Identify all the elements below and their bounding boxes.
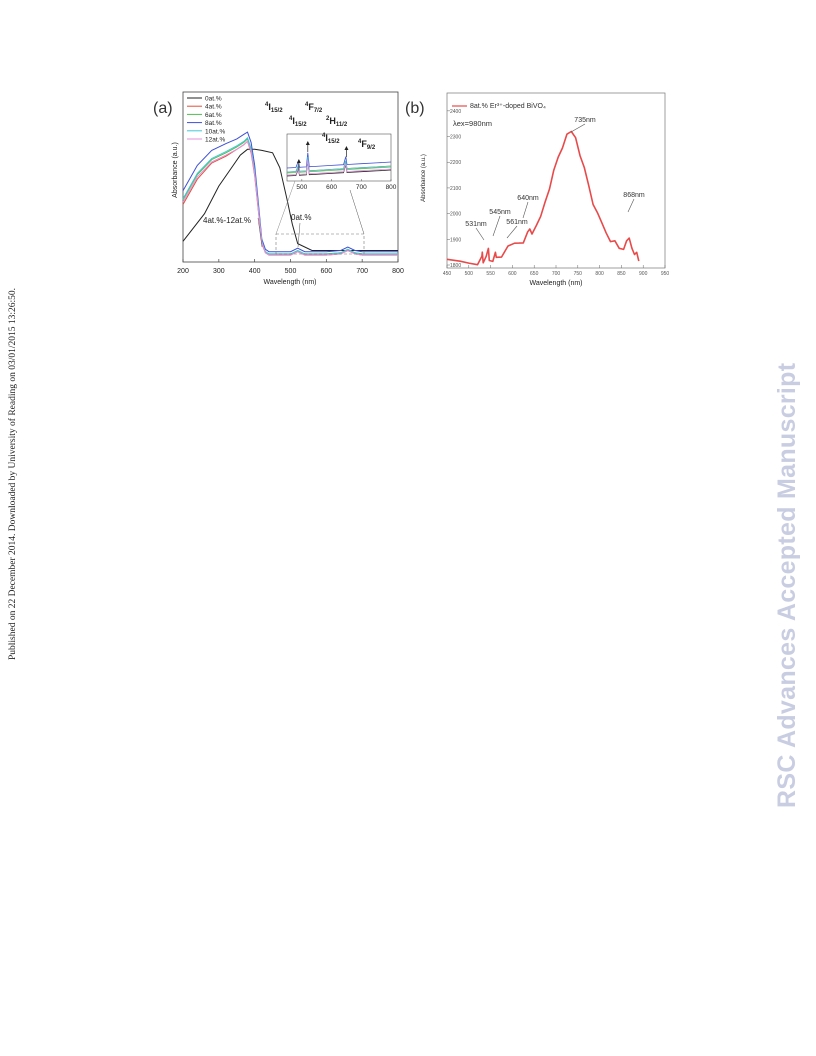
panel-b-x-tick-label: 800	[595, 271, 604, 277]
panel-a-x-tick-label: 700	[356, 268, 368, 275]
panel-a-chart: (a) Wavelength (nm) Absorbance (a.u.) 4a…	[153, 91, 404, 286]
panel-a-transition-label: 2H11/2	[326, 116, 348, 128]
panel-b-x-axis-label: Wavelength (nm)	[529, 280, 582, 287]
panel-b-y-tick-label: 2400	[450, 109, 461, 115]
panel-b-peak-label: 640nm	[517, 195, 539, 202]
panel-a-annotation-doped: 4at.%-12at.%	[203, 216, 251, 225]
panel-b-y-tick-label: 2100	[450, 186, 461, 192]
panel-b-peak-pointer	[506, 225, 518, 239]
panel-a-inset-arrowhead	[296, 159, 301, 163]
panel-a-transition-label: 4I15/2	[289, 116, 307, 128]
panel-a-x-tick-label: 500	[285, 268, 297, 275]
panel-a-legend-label: 0at.%	[205, 96, 222, 103]
panel-a-inset-tick-label: 600	[326, 184, 337, 191]
panel-b-x-tick-label: 500	[465, 271, 474, 277]
panel-b-x-tick-label: 550	[486, 271, 495, 277]
panel-a-inset-tick-label: 800	[386, 184, 397, 191]
panel-b-peak-label: 545nm	[489, 209, 511, 216]
panel-b-x-tick-label: 450	[443, 271, 452, 277]
panel-b-y-tick-label: 1800	[450, 263, 461, 269]
panel-b-x-tick-label: 750	[574, 271, 583, 277]
panel-a-label: (a)	[153, 100, 173, 117]
panel-a-annotation-pointer	[297, 222, 301, 248]
panel-b-y-tick-label: 2200	[450, 160, 461, 166]
panel-a-series-line	[182, 136, 398, 255]
panel-b-x-tick-label: 700	[552, 271, 561, 277]
panel-a-annotation-undoped: 0at.%	[291, 213, 311, 222]
panel-a-inset-series-line	[286, 159, 392, 176]
panel-a-x-tick-label: 300	[213, 268, 225, 275]
panel-b-y-tick-label: 1900	[450, 237, 461, 243]
panel-a-inset-tick-label: 500	[296, 184, 307, 191]
panel-b-peak-pointer	[627, 198, 635, 213]
panel-a-transition-label: 4F7/2	[305, 102, 323, 114]
panel-b-x-tick-label: 850	[617, 271, 626, 277]
panel-b-peak-pointer	[492, 215, 501, 237]
panel-b-x-tick-label: 600	[508, 271, 517, 277]
panel-b-peak-label: 561nm	[506, 219, 528, 226]
panel-b-y-tick-label: 2000	[450, 212, 461, 218]
panel-a-inset-leader	[275, 180, 296, 235]
panel-a-transition-label: 4I15/2	[322, 133, 340, 145]
panel-b-peak-pointer	[570, 123, 586, 133]
panel-b-peak-label: 868nm	[623, 192, 645, 199]
panel-a-x-tick-label: 400	[249, 268, 261, 275]
panel-a-x-tick-label: 600	[320, 268, 332, 275]
panel-a-zoom-box	[275, 233, 365, 255]
panel-b-label: (b)	[405, 100, 425, 117]
panel-a-transition-label: 4F9/2	[358, 139, 376, 151]
panel-a-legend-label: 4at.%	[205, 104, 222, 111]
panel-b-series-line	[446, 130, 640, 266]
panel-b-x-tick-label: 950	[661, 271, 670, 277]
panel-a-inset-arrowhead	[305, 141, 310, 145]
panel-b-x-tick-label: 650	[530, 271, 539, 277]
panel-a-legend-label: 6at.%	[205, 112, 222, 119]
panel-b-chart: (b) 8at.% Er³⁺-doped BiVO₄ λex=980nm Wav…	[405, 92, 670, 287]
panel-a-x-tick-label: 800	[392, 268, 404, 275]
panel-b-peak-pointer	[522, 201, 529, 219]
panel-a-x-tick-label: 200	[177, 268, 189, 275]
panel-b-x-tick-label: 900	[639, 271, 648, 277]
panel-a-y-axis-label: Absorbance (a.u.)	[172, 142, 179, 198]
panel-a-series-line	[182, 131, 398, 253]
panel-b-legend-label: 8at.% Er³⁺-doped BiVO₄	[470, 103, 546, 110]
panel-b-excitation-label: λex=980nm	[453, 119, 492, 128]
panel-b-y-axis-label: Absorbance (a.u.)	[421, 154, 427, 202]
panel-a-legend-label: 12at.%	[205, 137, 225, 144]
panel-a-x-axis-label: Wavelength (nm)	[263, 279, 316, 286]
panel-a-inset-arrowhead	[344, 146, 349, 150]
panel-a-legend-label: 10at.%	[205, 128, 225, 135]
panel-b-peak-pointer	[475, 227, 485, 241]
panel-b-peak-label: 531nm	[465, 221, 487, 228]
panel-a-legend-label: 8at.%	[205, 120, 222, 127]
panel-a-inset-tick-label: 700	[356, 184, 367, 191]
panel-b-peak-label: 735nm	[574, 117, 596, 124]
panel-b-y-tick-label: 2300	[450, 135, 461, 141]
panel-a-series-line	[182, 140, 398, 256]
panel-a-inset-leader	[349, 189, 365, 235]
panel-a-annotation-pointer	[257, 217, 263, 248]
panel-a-transition-label: 4I15/2	[265, 102, 283, 114]
